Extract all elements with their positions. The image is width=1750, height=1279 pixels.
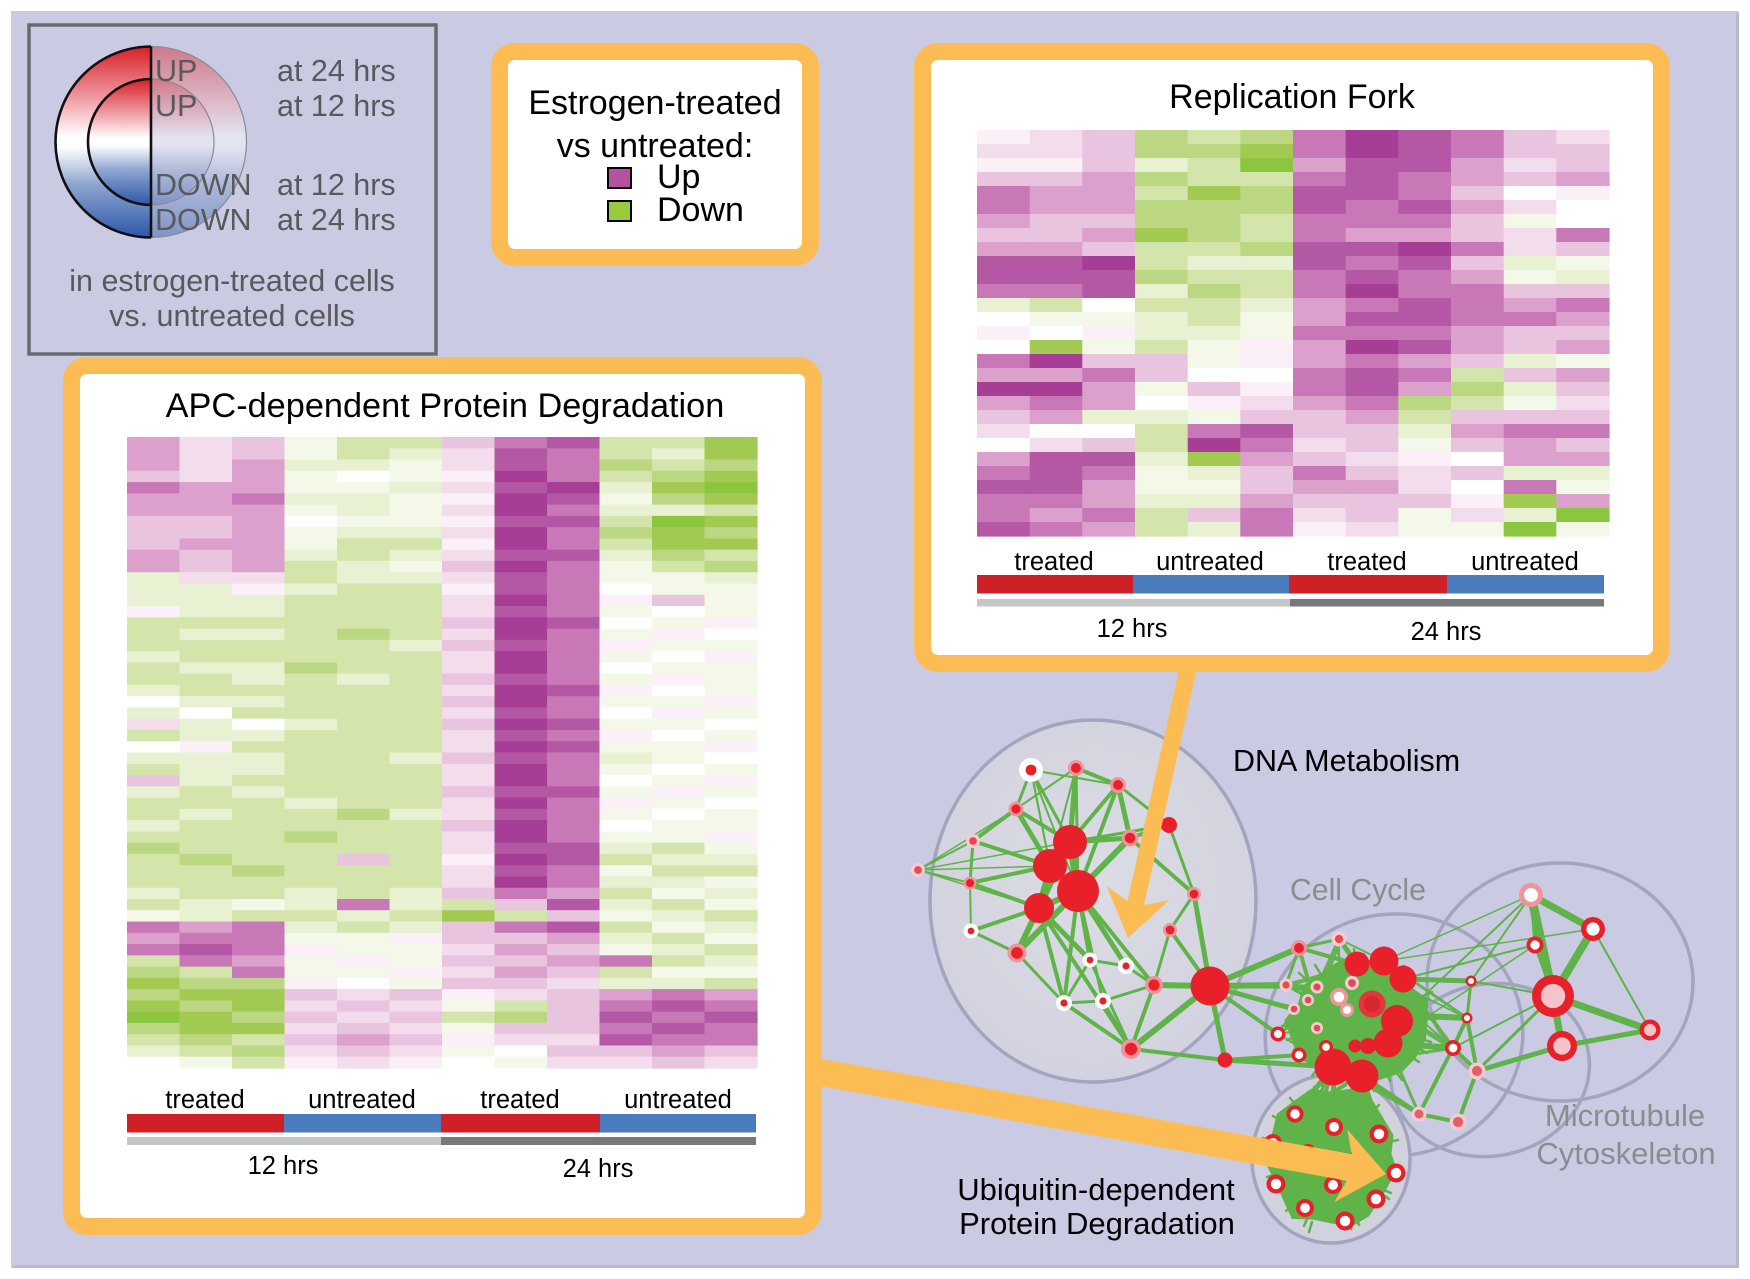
- svg-text:untreated: untreated: [1156, 548, 1264, 576]
- svg-text:at 12 hrs: at 12 hrs: [277, 168, 396, 202]
- svg-text:Estrogen-treated: Estrogen-treated: [528, 84, 781, 122]
- svg-text:UP: UP: [155, 54, 197, 88]
- svg-text:untreated: untreated: [1471, 548, 1579, 576]
- svg-text:at 12 hrs: at 12 hrs: [277, 89, 396, 123]
- svg-text:DOWN: DOWN: [155, 203, 252, 237]
- svg-text:at 24 hrs: at 24 hrs: [277, 203, 396, 237]
- svg-text:24 hrs: 24 hrs: [563, 1155, 634, 1183]
- svg-text:treated: treated: [480, 1086, 559, 1114]
- svg-text:Up: Up: [657, 158, 700, 196]
- svg-text:Cell Cycle: Cell Cycle: [1290, 874, 1426, 907]
- svg-text:vs. untreated cells: vs. untreated cells: [109, 299, 355, 333]
- svg-text:Ubiquitin-dependent: Ubiquitin-dependent: [957, 1172, 1235, 1207]
- svg-text:treated: treated: [165, 1086, 244, 1114]
- svg-text:UP: UP: [155, 89, 197, 123]
- svg-text:DOWN: DOWN: [155, 168, 252, 202]
- svg-text:at 24 hrs: at 24 hrs: [277, 54, 396, 88]
- svg-text:12 hrs: 12 hrs: [248, 1152, 319, 1180]
- svg-text:untreated: untreated: [624, 1086, 732, 1114]
- svg-text:Microtubule: Microtubule: [1545, 1098, 1705, 1133]
- svg-text:Protein Degradation: Protein Degradation: [959, 1206, 1235, 1241]
- svg-text:untreated: untreated: [308, 1086, 416, 1114]
- svg-text:in estrogen-treated cells: in estrogen-treated cells: [69, 264, 395, 298]
- svg-text:treated: treated: [1014, 548, 1093, 576]
- svg-text:APC-dependent Protein Degradat: APC-dependent Protein Degradation: [166, 387, 725, 425]
- svg-text:24 hrs: 24 hrs: [1411, 618, 1482, 646]
- svg-text:12 hrs: 12 hrs: [1097, 615, 1168, 643]
- svg-text:vs untreated:: vs untreated:: [557, 127, 754, 165]
- svg-text:Cytoskeleton: Cytoskeleton: [1536, 1136, 1715, 1171]
- svg-text:Down: Down: [657, 191, 744, 229]
- svg-text:Replication Fork: Replication Fork: [1169, 78, 1416, 116]
- svg-text:DNA Metabolism: DNA Metabolism: [1233, 744, 1460, 778]
- svg-text:treated: treated: [1327, 548, 1406, 576]
